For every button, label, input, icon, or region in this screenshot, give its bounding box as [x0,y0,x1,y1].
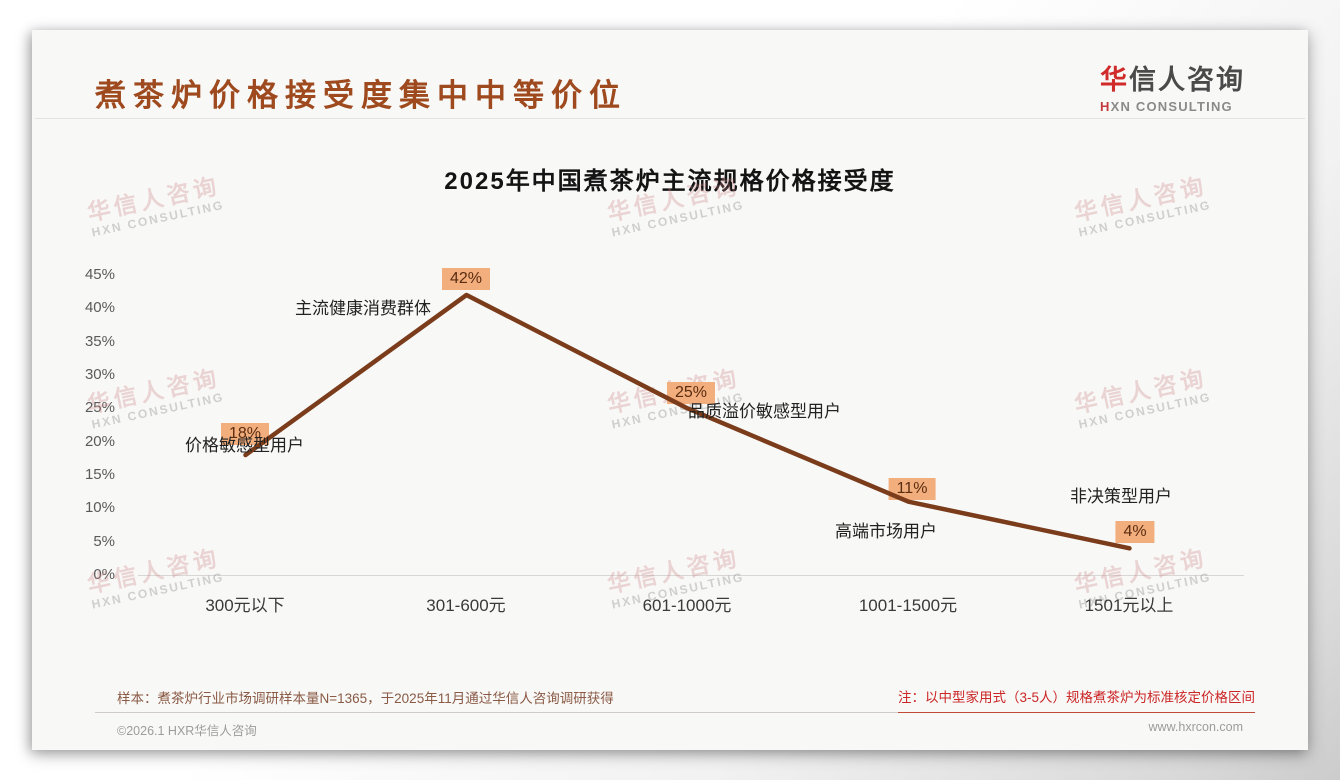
x-category-label: 300元以下 [205,596,285,615]
x-category-label: 1501元以上 [1084,596,1174,615]
y-tick: 40% [84,299,115,316]
copyright-text: ©2026.1 HXR华信人咨询 [117,724,257,738]
y-tick: 10% [84,499,115,516]
y-tick: 0% [93,566,115,583]
website-text: www.hxrcon.com [1148,720,1243,734]
chart-title: 2025年中国煮茶炉主流规格价格接受度 [444,168,896,195]
annotation-quality-premium: 品质溢价敏感型用户 [688,402,841,421]
y-tick: 45% [84,266,115,283]
y-tick: 35% [84,333,115,350]
annotation-non-decision: 非决策型用户 [1070,487,1172,506]
data-label-badge: 4% [1115,521,1155,543]
y-tick: 30% [84,366,115,383]
annotation-high-end-market: 高端市场用户 [835,522,937,541]
footer-divider-gray [95,712,898,713]
x-category-label: 601-1000元 [642,596,732,615]
sample-note: 样本：煮茶炉行业市场调研样本量N=1365，于2025年11月通过华信人咨询调研… [117,691,614,706]
header-divider [35,118,1305,119]
page-title: 煮茶炉价格接受度集中中等价位 [95,78,627,113]
y-tick: 5% [93,533,115,550]
data-label-badge: 11% [888,478,936,500]
data-label-badge: 42% [441,268,491,290]
brand-logo-cn: 华信人咨询 [1100,65,1245,95]
x-category-label: 301-600元 [426,596,506,615]
y-tick: 15% [84,466,115,483]
annotation-price-sensitive: 价格敏感型用户 [185,436,304,455]
brand-logo: 华信人咨询 HXN CONSULTING [1100,58,1280,114]
report-card: 华信人咨询 HXN CONSULTING 华信人咨询 HXN CONSULTING … [32,30,1308,750]
footer-divider-red [898,712,1255,713]
spec-note: 注：以中型家用式（3-5人）规格煮茶炉为标准核定价格区间 [897,690,1255,705]
y-tick: 20% [84,433,115,450]
brand-logo-en: HXN CONSULTING [1100,99,1233,114]
annotation-mainstream-health: 主流健康消费群体 [295,299,431,318]
x-axis-line [138,575,1244,576]
x-category-label: 1001-1500元 [858,596,958,615]
y-tick: 25% [84,399,115,416]
